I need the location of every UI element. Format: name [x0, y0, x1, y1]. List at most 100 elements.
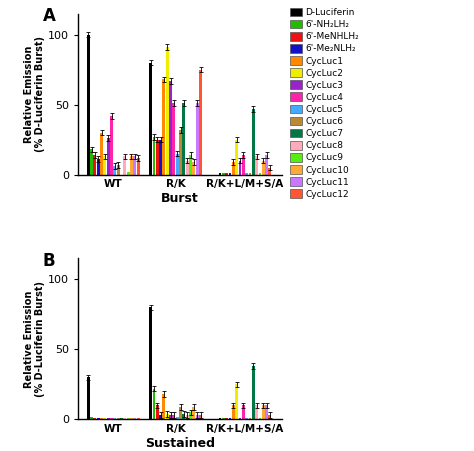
Bar — [179, 130, 182, 175]
Bar — [127, 418, 129, 419]
Bar — [163, 394, 165, 419]
Bar — [242, 405, 245, 419]
Bar — [103, 156, 106, 175]
Bar — [268, 168, 272, 175]
Y-axis label: Relative Emission
(% D-Luciferin Burst): Relative Emission (% D-Luciferin Burst) — [24, 36, 46, 152]
Bar — [166, 47, 169, 175]
Bar — [248, 418, 251, 419]
Bar — [97, 418, 100, 419]
Bar — [245, 418, 248, 419]
Bar — [228, 173, 231, 175]
Bar — [130, 156, 133, 175]
Bar — [235, 140, 238, 175]
Bar — [107, 418, 109, 419]
Bar — [133, 418, 137, 419]
Bar — [100, 418, 103, 419]
Bar — [252, 109, 255, 175]
Bar — [232, 405, 235, 419]
Bar — [87, 377, 90, 419]
Bar — [192, 162, 195, 175]
Bar — [219, 418, 221, 419]
Bar — [176, 154, 179, 175]
Bar — [222, 173, 225, 175]
Bar — [222, 418, 225, 419]
Bar — [100, 133, 103, 175]
Legend: D-Luciferin, 6'-NH₂LH₂, 6'-MeNHLH₂, 6'-Me₂NLH₂, CycLuc1, CycLuc2, CycLuc3, CycLu: D-Luciferin, 6'-NH₂LH₂, 6'-MeNHLH₂, 6'-M… — [289, 7, 360, 200]
Bar — [90, 149, 93, 175]
Bar — [133, 156, 137, 175]
Bar — [153, 137, 155, 175]
Bar — [153, 389, 155, 419]
Bar — [113, 166, 116, 175]
Bar — [117, 165, 119, 175]
Bar — [238, 418, 241, 419]
Bar — [137, 158, 140, 175]
Text: B: B — [43, 252, 55, 270]
Bar — [110, 116, 113, 175]
Bar — [268, 415, 272, 419]
Bar — [225, 173, 228, 175]
Bar — [258, 418, 262, 419]
Bar — [149, 308, 152, 419]
Bar — [93, 418, 96, 419]
Bar — [130, 418, 133, 419]
Bar — [97, 159, 100, 175]
Bar — [258, 173, 262, 175]
Bar — [192, 407, 195, 419]
Bar — [248, 173, 251, 175]
Bar — [232, 162, 235, 175]
Bar — [166, 414, 169, 419]
Bar — [120, 418, 123, 419]
Text: A: A — [43, 7, 55, 25]
Bar — [173, 103, 175, 175]
Bar — [127, 172, 129, 175]
Bar — [242, 155, 245, 175]
Bar — [169, 415, 172, 419]
Bar — [225, 418, 228, 419]
Bar — [163, 79, 165, 175]
Bar — [252, 366, 255, 419]
Bar — [199, 69, 202, 175]
Bar — [255, 405, 258, 419]
Bar — [176, 417, 179, 419]
Bar — [93, 155, 96, 175]
Bar — [87, 35, 90, 175]
Bar — [182, 103, 185, 175]
X-axis label: Burst: Burst — [161, 192, 199, 205]
Y-axis label: Relative Emission
(% D-Luciferin Burst): Relative Emission (% D-Luciferin Burst) — [24, 281, 46, 397]
Bar — [196, 103, 199, 175]
Bar — [117, 418, 119, 419]
Bar — [235, 384, 238, 419]
Bar — [137, 418, 140, 419]
Bar — [262, 161, 265, 175]
Bar — [159, 140, 162, 175]
Bar — [219, 173, 221, 175]
Bar — [186, 161, 189, 175]
Bar — [90, 417, 93, 419]
Bar — [110, 418, 113, 419]
Bar — [103, 418, 106, 419]
Bar — [123, 418, 126, 419]
Bar — [159, 415, 162, 419]
Bar — [179, 407, 182, 419]
Bar — [186, 415, 189, 419]
Bar — [189, 412, 192, 419]
Bar — [265, 155, 268, 175]
Bar — [189, 155, 192, 175]
Bar — [149, 63, 152, 175]
Bar — [156, 140, 159, 175]
Bar — [255, 156, 258, 175]
Bar — [262, 405, 265, 419]
Bar — [173, 415, 175, 419]
Bar — [228, 418, 231, 419]
Bar — [156, 405, 159, 419]
X-axis label: Sustained: Sustained — [145, 437, 215, 450]
Bar — [113, 418, 116, 419]
Bar — [182, 414, 185, 419]
Bar — [238, 161, 241, 175]
Bar — [123, 156, 126, 175]
Bar — [107, 138, 109, 175]
Bar — [245, 173, 248, 175]
Bar — [196, 415, 199, 419]
Bar — [169, 81, 172, 175]
